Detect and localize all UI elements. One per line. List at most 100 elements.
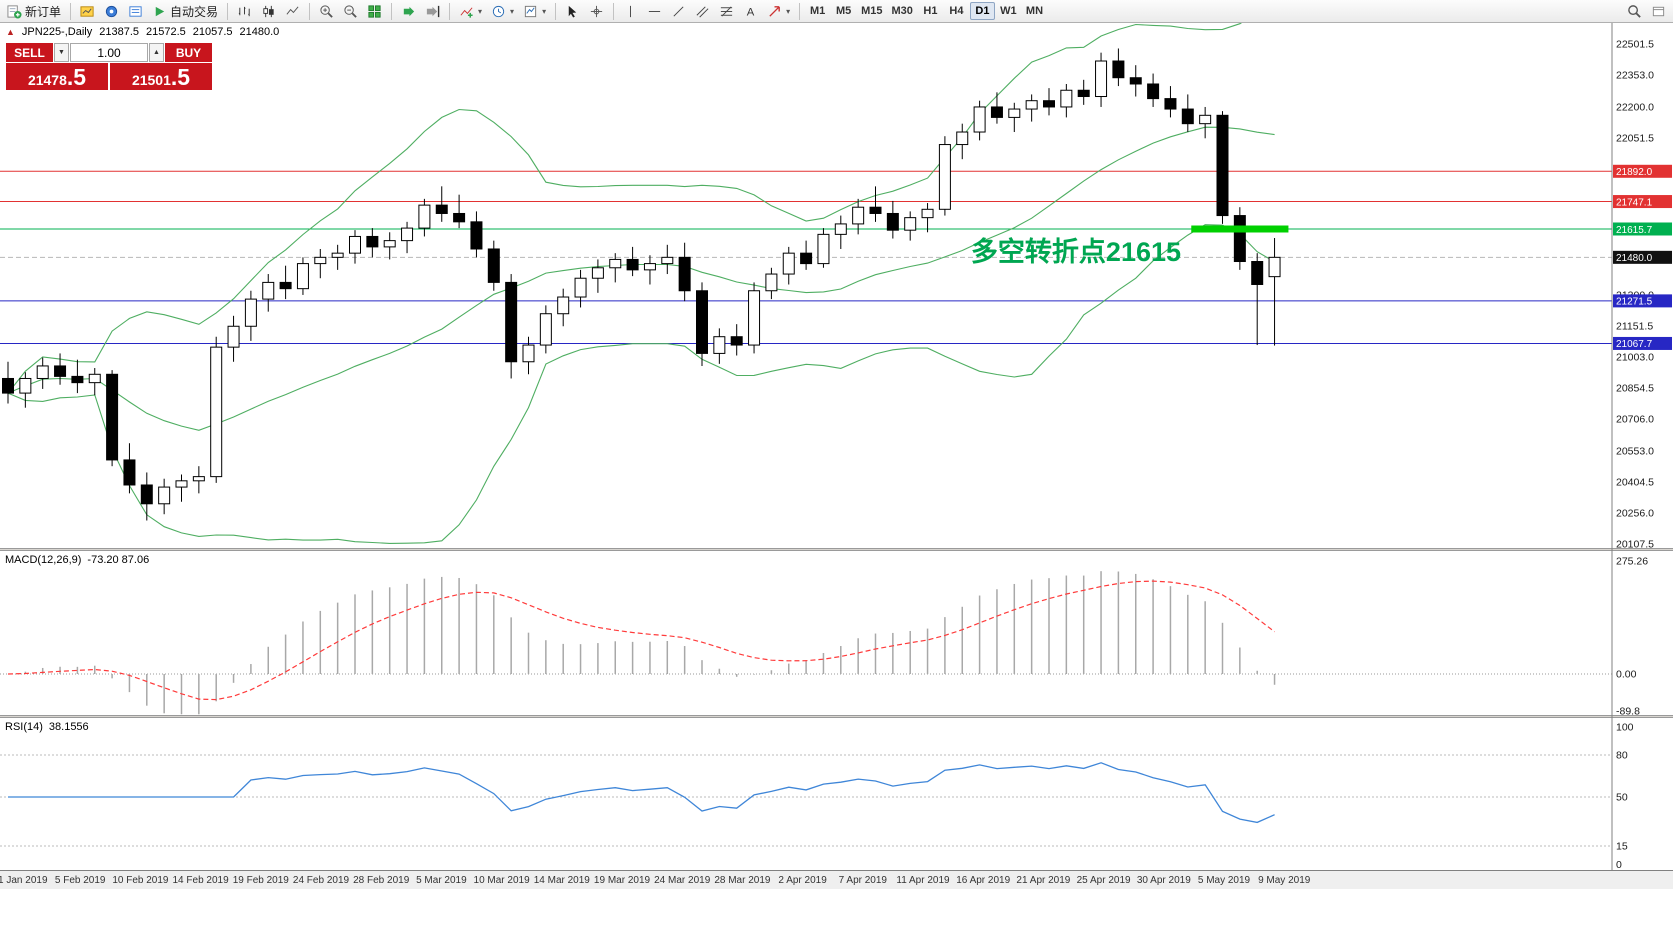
candle xyxy=(227,325,240,348)
tile-windows-icon[interactable] xyxy=(363,1,386,21)
channel-icon xyxy=(695,4,710,19)
buy-price[interactable]: 21501.5 xyxy=(110,63,212,90)
timeframe-button-d1[interactable]: D1 xyxy=(969,2,995,20)
toolbar-separator xyxy=(309,2,311,20)
candle xyxy=(106,373,119,461)
price-axis-label: 22501.5 xyxy=(1616,38,1654,50)
arrows-icon[interactable]: ▾ xyxy=(763,1,794,21)
data-window-icon[interactable] xyxy=(124,1,147,21)
new-chart-icon[interactable] xyxy=(76,1,99,21)
templates-icon[interactable]: ▾ xyxy=(519,1,550,21)
candle xyxy=(956,131,969,146)
price-badge-label: 21747.1 xyxy=(1616,197,1653,208)
rsi-axis-label: 0 xyxy=(1616,859,1622,871)
timeframe-button-m5[interactable]: M5 xyxy=(835,5,852,17)
chart-canvas[interactable] xyxy=(0,23,1612,548)
toolbar-separator xyxy=(70,2,72,20)
vertical-line-icon[interactable] xyxy=(619,1,642,21)
chart-window: 多空转折点21615 22501.5 22353.0 22200.0 22051.5 21… xyxy=(0,23,1673,948)
date-axis-label: 28 Feb 2019 xyxy=(353,875,410,886)
candle xyxy=(1233,215,1246,263)
line-chart-icon[interactable] xyxy=(281,1,304,21)
horizontal-line-icon[interactable] xyxy=(643,1,666,21)
text-icon[interactable]: A xyxy=(739,1,762,21)
rsi-indicator-value: 38.1556 xyxy=(48,721,89,733)
templates-icon xyxy=(523,4,538,19)
macd-panel[interactable] xyxy=(0,551,1612,715)
candlestick-chart-icon[interactable] xyxy=(257,1,280,21)
price-chart[interactable]: 多空转折点21615 22501.5 22353.0 22200.0 22051.5 21… xyxy=(0,23,1673,948)
cursor-icon[interactable] xyxy=(561,1,584,21)
candle xyxy=(192,476,205,482)
toolbar-separator xyxy=(449,2,451,20)
candle xyxy=(1251,261,1264,285)
new-order-button[interactable]: 新订单 xyxy=(3,1,65,21)
rsi-axis-label: 100 xyxy=(1616,722,1634,734)
periods-icon[interactable]: ▾ xyxy=(487,1,518,21)
price-badge-label: 21480.0 xyxy=(1616,253,1653,264)
date-axis-label: 9 May 2019 xyxy=(1258,875,1311,886)
price-axis-label: 21003.0 xyxy=(1616,351,1654,363)
rsi-panel[interactable] xyxy=(0,718,1612,870)
channel-icon[interactable] xyxy=(691,1,714,21)
chart-header: ▲ JPN225-,Daily 21387.5 21572.5 21057.5 … xyxy=(6,26,279,38)
dropdown-caret-icon: ▾ xyxy=(478,6,483,16)
date-axis-label: 5 Mar 2019 xyxy=(416,875,467,886)
crosshair-icon[interactable] xyxy=(585,1,608,21)
candle xyxy=(626,258,639,271)
search-icon[interactable] xyxy=(1623,1,1646,21)
candle xyxy=(505,281,518,363)
candle xyxy=(817,233,830,265)
autotrading-icon xyxy=(152,4,167,19)
sell-button[interactable]: SELL xyxy=(6,43,53,62)
bar-chart-icon[interactable] xyxy=(233,1,256,21)
annotation-text[interactable]: 多空转折点21615 xyxy=(971,236,1181,267)
macd-indicator-label: MACD(12,26,9) -73.20 87.06 xyxy=(5,554,149,566)
buy-button[interactable]: BUY xyxy=(165,43,212,62)
volume-increase-button[interactable]: ▲ xyxy=(149,43,164,62)
volume-input[interactable]: 1.00 xyxy=(70,43,148,62)
candle xyxy=(1077,89,1090,98)
auto-scroll-icon[interactable] xyxy=(397,1,420,21)
price-badge xyxy=(1613,336,1672,350)
candle xyxy=(921,208,934,219)
panel-icon[interactable] xyxy=(1647,1,1670,21)
candle xyxy=(539,313,552,346)
timeframe-button-h1[interactable]: H1 xyxy=(923,5,938,17)
autotrading-button[interactable]: 自动交易 xyxy=(148,1,222,21)
sell-price[interactable]: 21478.5 xyxy=(6,63,108,90)
timeframe-button-w1[interactable]: W1 xyxy=(1000,5,1017,17)
trendline-icon[interactable] xyxy=(667,1,690,21)
candle xyxy=(1147,83,1160,100)
timeframe-button-m15[interactable]: M15 xyxy=(861,5,883,17)
price-axis[interactable] xyxy=(1612,23,1673,870)
time-axis[interactable] xyxy=(0,870,1673,889)
price-axis-label: 20854.5 xyxy=(1616,382,1654,394)
candle xyxy=(1164,98,1177,110)
timeframe-button-m30[interactable]: M30 xyxy=(891,5,913,17)
panel-splitter[interactable] xyxy=(0,715,1673,718)
candle xyxy=(765,273,778,292)
dropdown-caret-icon: ▾ xyxy=(510,6,515,16)
profiles-icon[interactable] xyxy=(100,1,123,21)
volume-decrease-button[interactable]: ▼ xyxy=(54,43,69,62)
price-axis-label: 21151.5 xyxy=(1616,320,1653,332)
chart-shift-icon[interactable] xyxy=(421,1,444,21)
candle xyxy=(296,263,309,290)
zoom-in-icon[interactable] xyxy=(315,1,338,21)
candle xyxy=(36,365,49,379)
dropdown-caret-icon: ▾ xyxy=(786,6,791,16)
panel-splitter[interactable] xyxy=(0,548,1673,551)
horizontal-lines[interactable] xyxy=(0,170,1612,344)
fibonacci-icon[interactable] xyxy=(715,1,738,21)
macd-signal-line xyxy=(7,580,1275,701)
indicators-icon[interactable]: ▾ xyxy=(455,1,486,21)
timeframe-button-h4[interactable]: H4 xyxy=(949,5,964,17)
ohlc-close: 21480.0 xyxy=(239,26,280,38)
candle xyxy=(470,221,483,250)
zoom-out-icon[interactable] xyxy=(339,1,362,21)
data-window-icon xyxy=(128,4,143,19)
timeframe-button-mn[interactable]: MN xyxy=(1025,5,1044,17)
timeframe-button-m1[interactable]: M1 xyxy=(809,5,826,17)
tile-windows-icon xyxy=(367,4,382,19)
